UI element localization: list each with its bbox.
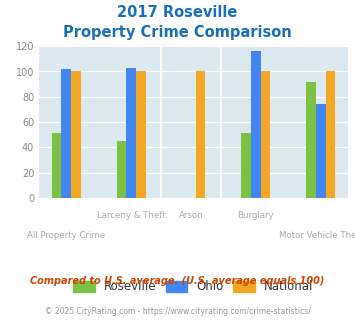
Text: 2017 Roseville: 2017 Roseville: [117, 5, 238, 20]
Bar: [261, 72, 271, 198]
Text: Larceny & Theft: Larceny & Theft: [97, 211, 165, 220]
Text: All Property Crime: All Property Crime: [27, 231, 105, 240]
Text: Compared to U.S. average. (U.S. average equals 100): Compared to U.S. average. (U.S. average …: [30, 276, 325, 285]
Bar: [251, 51, 261, 198]
Text: © 2025 CityRating.com - https://www.cityrating.com/crime-statistics/: © 2025 CityRating.com - https://www.city…: [45, 307, 310, 316]
Bar: [196, 72, 206, 198]
Legend: Roseville, Ohio, National: Roseville, Ohio, National: [70, 277, 317, 297]
Text: Motor Vehicle Theft: Motor Vehicle Theft: [279, 231, 355, 240]
Bar: [126, 68, 136, 198]
Bar: [136, 72, 146, 198]
Bar: [61, 69, 71, 198]
Bar: [326, 72, 335, 198]
Bar: [241, 134, 251, 198]
Bar: [306, 82, 316, 198]
Bar: [116, 141, 126, 198]
Bar: [51, 134, 61, 198]
Text: Burglary: Burglary: [237, 211, 274, 220]
Text: Arson: Arson: [179, 211, 203, 220]
Text: Property Crime Comparison: Property Crime Comparison: [63, 25, 292, 40]
Bar: [71, 72, 81, 198]
Bar: [316, 104, 326, 198]
